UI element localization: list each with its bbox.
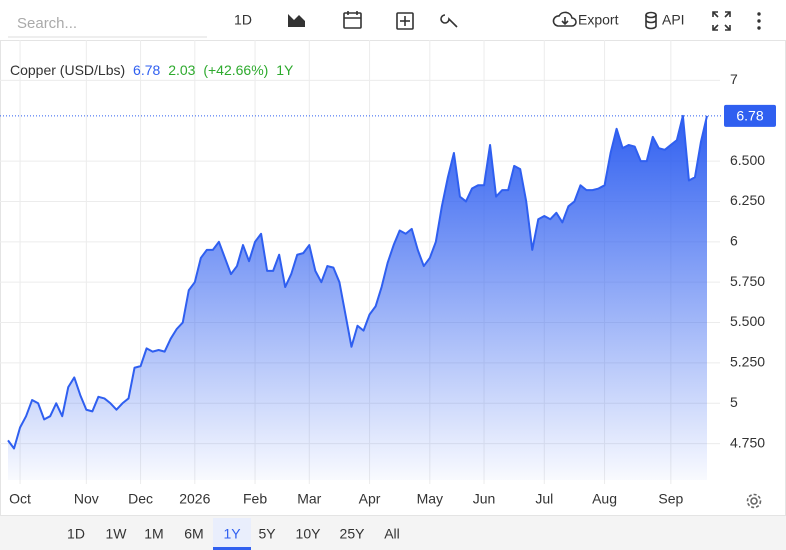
api-label: API	[662, 12, 685, 28]
x-tick-label: Nov	[74, 491, 99, 507]
last-price-label: 6.78	[736, 108, 763, 124]
range-button[interactable]: 10Y	[296, 526, 322, 542]
x-tick-label: Sep	[658, 491, 683, 507]
x-tick-label: Dec	[128, 491, 153, 507]
fullscreen-button[interactable]	[712, 11, 731, 31]
export-button[interactable]: Export	[552, 11, 619, 28]
legend: Copper (USD/Lbs) 6.78 2.03 (+42.66%) 1Y	[10, 62, 294, 78]
search-input[interactable]: Search...	[17, 15, 77, 32]
price-line	[7, 114, 708, 450]
plot-area: 4.750 5 5.250 5.500 5.750 6 6.250 6.500 7 Oct Nov D…	[0, 40, 776, 507]
y-tick-label: 6	[730, 233, 738, 249]
x-tick-label: Feb	[243, 491, 267, 507]
range-button[interactable]: 1Y	[223, 526, 241, 542]
compare-button[interactable]	[396, 12, 414, 30]
y-tick-label: 5.250	[730, 354, 765, 370]
chart-type-button[interactable]	[287, 12, 306, 28]
range-button[interactable]: 1W	[106, 526, 128, 542]
interval-button[interactable]: 1D	[234, 12, 252, 28]
legend-change-percent: (+42.66%)	[203, 62, 268, 78]
range-bar	[0, 516, 786, 550]
range-button[interactable]: 5Y	[258, 526, 276, 542]
x-tick-label: Jun	[473, 491, 496, 507]
legend-name: Copper (USD/Lbs)	[10, 62, 125, 78]
x-tick-label: Mar	[297, 491, 321, 507]
range-button[interactable]: 1M	[144, 526, 163, 542]
y-tick-label: 7	[730, 71, 738, 87]
x-tick-label: 2026	[179, 491, 210, 507]
x-tick-label: May	[417, 491, 443, 507]
range-button[interactable]: 6M	[184, 526, 203, 542]
range-button[interactable]: 1D	[67, 526, 85, 542]
y-tick-label: 5.500	[730, 313, 765, 329]
range-button[interactable]: All	[384, 526, 400, 542]
export-label: Export	[578, 12, 619, 28]
chart-settings-button[interactable]	[746, 493, 762, 509]
last-price-badge	[724, 104, 776, 127]
range-button[interactable]: 25Y	[340, 526, 366, 542]
x-tick-label: Apr	[359, 491, 381, 507]
settings-wrench-button[interactable]	[440, 14, 458, 28]
y-tick-label: 6.250	[730, 192, 765, 208]
active-range-bg	[213, 518, 251, 550]
legend-change: 2.03	[168, 62, 195, 78]
legend-period: 1Y	[276, 62, 294, 78]
x-tick-label: Jul	[535, 491, 553, 507]
area-fill	[8, 115, 707, 480]
x-tick-label: Aug	[592, 491, 617, 507]
y-tick-label: 5	[730, 394, 738, 410]
y-tick-label: 6.500	[730, 152, 765, 168]
menu-button[interactable]	[757, 12, 761, 30]
y-tick-label: 5.750	[730, 273, 765, 289]
legend-price: 6.78	[133, 62, 160, 78]
api-button[interactable]: API	[645, 11, 685, 30]
active-range-underline	[213, 547, 251, 550]
toolbar: Search... 1D Export API	[8, 11, 761, 38]
x-tick-label: Oct	[9, 491, 31, 507]
y-tick-label: 4.750	[730, 434, 765, 450]
calendar-button[interactable]	[343, 11, 362, 29]
range-buttons: 1D 1W 1M 6M 1Y 5Y 10Y 25Y All	[67, 518, 400, 550]
